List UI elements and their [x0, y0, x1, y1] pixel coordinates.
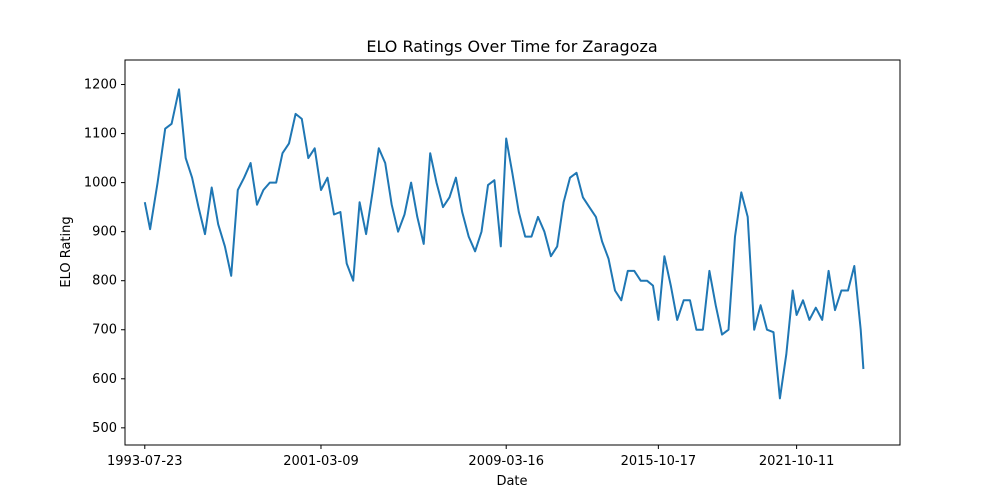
x-tick-label: 2015-10-17 [621, 454, 697, 469]
x-tick-label: 2001-03-09 [283, 454, 359, 469]
y-tick-label: 500 [92, 421, 117, 436]
plot-area [124, 59, 901, 446]
y-axis-label: ELO Rating [59, 216, 74, 287]
y-tick-label: 1100 [84, 127, 117, 142]
y-tick-label: 1200 [84, 78, 117, 93]
chart-title: ELO Ratings Over Time for Zaragoza [366, 37, 657, 56]
y-tick-label: 1000 [84, 176, 117, 191]
y-tick-label: 600 [92, 372, 117, 387]
y-tick-label: 700 [92, 323, 117, 338]
y-tick-label: 900 [92, 225, 117, 240]
elo-series-line [143, 88, 865, 400]
y-axis-ticks: 500 600 700 800 900 1000 1100 1200 [84, 78, 125, 436]
x-axis-label: Date [496, 474, 527, 489]
x-tick-label: 2021-10-11 [759, 454, 835, 469]
x-tick-label: 1993-07-23 [107, 454, 183, 469]
x-axis-ticks: 1993-07-23 2001-03-09 2009-03-16 2015-10-17… [107, 445, 834, 469]
x-tick-label: 2009-03-16 [468, 454, 544, 469]
y-tick-label: 800 [92, 274, 117, 289]
